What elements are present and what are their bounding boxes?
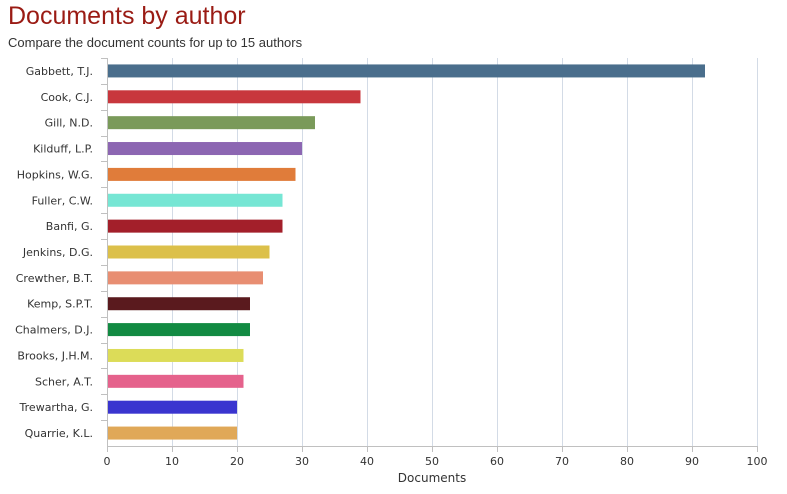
x-tick-label: 10 bbox=[165, 455, 179, 468]
x-tick-labels: 0 10 20 30 40 50 60 70 80 90 100 bbox=[104, 455, 768, 468]
category-label: Kilduff, L.P. bbox=[33, 143, 93, 156]
bar[interactable] bbox=[108, 64, 705, 78]
x-tick-label: 0 bbox=[104, 455, 111, 468]
category-label: Fuller, C.W. bbox=[32, 194, 93, 207]
bar[interactable] bbox=[108, 271, 263, 285]
chart-title: Documents by author bbox=[8, 2, 246, 30]
category-label: Quarrie, K.L. bbox=[25, 427, 93, 440]
bar[interactable] bbox=[108, 323, 250, 337]
x-tick-label: 20 bbox=[230, 455, 244, 468]
bar[interactable] bbox=[108, 219, 283, 233]
x-tick-label: 90 bbox=[685, 455, 699, 468]
axes bbox=[107, 58, 757, 447]
category-label: Gill, N.D. bbox=[45, 117, 93, 130]
bars bbox=[108, 64, 705, 440]
category-label: Trewartha, G. bbox=[19, 401, 93, 414]
bar[interactable] bbox=[108, 142, 302, 156]
category-label: Hopkins, W.G. bbox=[17, 168, 93, 181]
bar[interactable] bbox=[108, 245, 270, 259]
category-label: Banfi, G. bbox=[46, 220, 93, 233]
x-tick-label: 40 bbox=[360, 455, 374, 468]
category-label: Brooks, J.H.M. bbox=[17, 349, 93, 362]
bar[interactable] bbox=[108, 193, 283, 207]
x-tick-label: 70 bbox=[555, 455, 569, 468]
category-label: Cook, C.J. bbox=[41, 91, 93, 104]
x-tick-label: 30 bbox=[295, 455, 309, 468]
x-tick-label: 100 bbox=[747, 455, 768, 468]
bar[interactable] bbox=[108, 167, 296, 181]
category-label: Gabbett, T.J. bbox=[26, 65, 93, 78]
category-label: Scher, A.T. bbox=[35, 375, 93, 388]
x-tick-label: 50 bbox=[425, 455, 439, 468]
x-axis-title: Documents bbox=[398, 471, 466, 485]
bar[interactable] bbox=[108, 90, 361, 104]
category-label: Kemp, S.P.T. bbox=[27, 298, 93, 311]
category-labels: Gabbett, T.J. Cook, C.J. Gill, N.D. Kilduff… bbox=[15, 65, 93, 440]
category-label: Crewther, B.T. bbox=[16, 272, 93, 285]
x-tick-label: 80 bbox=[620, 455, 634, 468]
bar[interactable] bbox=[108, 116, 315, 130]
category-label: Jenkins, D.G. bbox=[22, 246, 93, 259]
bar[interactable] bbox=[108, 374, 244, 388]
bar[interactable] bbox=[108, 426, 237, 440]
bar[interactable] bbox=[108, 348, 244, 362]
bar[interactable] bbox=[108, 297, 250, 311]
x-tick-label: 60 bbox=[490, 455, 504, 468]
category-label: Chalmers, D.J. bbox=[15, 324, 93, 337]
chart-subtitle: Compare the document counts for up to 15… bbox=[8, 35, 303, 50]
bar[interactable] bbox=[108, 400, 237, 414]
